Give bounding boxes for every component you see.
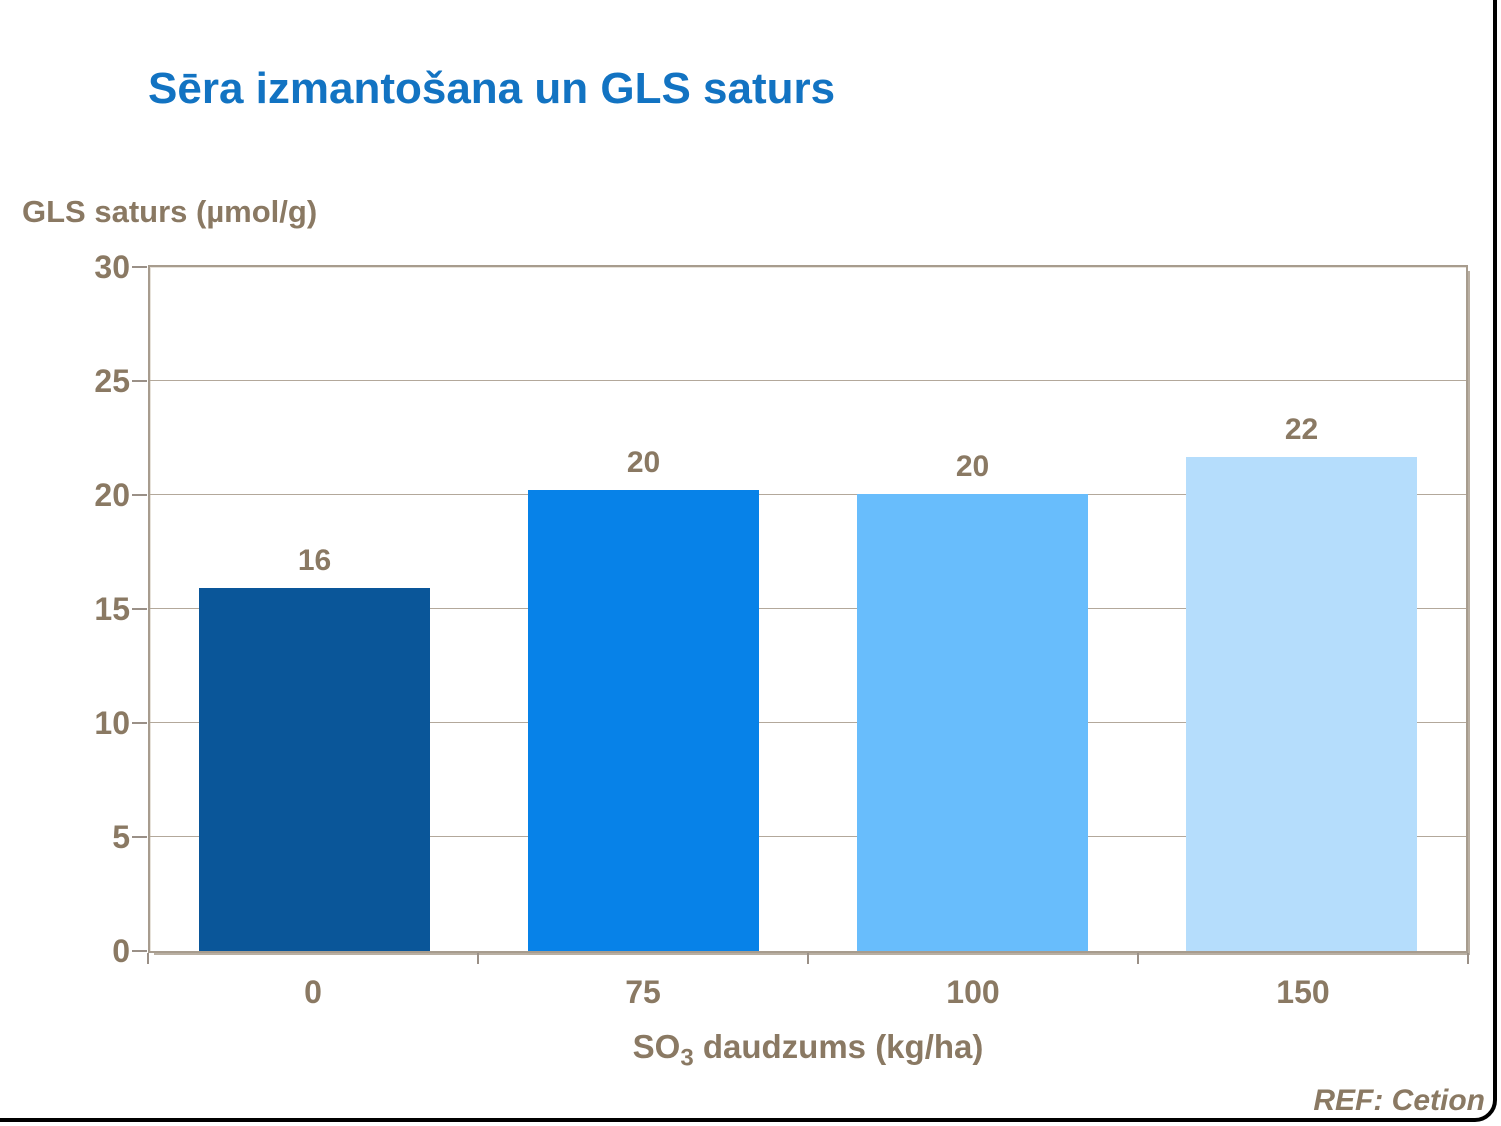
x-tick-mark: [807, 953, 809, 964]
gridline: [150, 836, 1466, 837]
y-tick-mark: [132, 494, 147, 496]
chart-title: Sēra izmantošana un GLS saturs: [148, 64, 836, 113]
y-tick-mark: [132, 950, 147, 952]
x-tick-mark: [1137, 953, 1139, 964]
y-tick-label: 10: [94, 705, 130, 741]
gridline: [150, 608, 1466, 609]
x-tick-label: 0: [304, 974, 322, 1010]
bar-value-label: 20: [626, 446, 661, 480]
ref-label: REF: Cetion: [1313, 1084, 1485, 1117]
bar-slot: 22: [1137, 415, 1466, 951]
x-axis-title-prefix: SO: [632, 1028, 681, 1065]
y-tick-label: 30: [94, 249, 130, 285]
bar-slot: 16: [150, 546, 479, 951]
x-tick-mark: [147, 953, 149, 964]
bar: [1186, 457, 1417, 951]
y-tick-label: 0: [112, 933, 130, 969]
y-tick-label: 20: [94, 477, 130, 513]
plot-area: 16 20 20 22: [148, 265, 1468, 953]
bar: [857, 493, 1088, 951]
y-tick-label: 5: [112, 819, 130, 855]
x-tick-label: 75: [625, 974, 661, 1010]
y-tick-mark: [132, 380, 147, 382]
gridline: [150, 380, 1466, 381]
y-tick-mark: [132, 608, 147, 610]
x-tick-mark: [477, 953, 479, 964]
bar-value-label: 16: [297, 544, 332, 578]
x-tick-mark: [1467, 953, 1469, 964]
bar: [199, 588, 430, 951]
bar-slot: 20: [479, 448, 808, 951]
y-axis-title: GLS saturs (µmol/g): [22, 194, 318, 229]
bar-value-label: 20: [955, 449, 990, 483]
y-tick-mark: [132, 266, 147, 268]
gridline: [150, 722, 1466, 723]
bar: [528, 490, 759, 951]
y-tick-label: 15: [94, 591, 130, 627]
gridline: [150, 494, 1466, 495]
x-tick-label: 150: [1276, 974, 1330, 1010]
x-tick-label: 100: [946, 974, 1000, 1010]
y-tick-mark: [132, 722, 147, 724]
y-tick-mark: [132, 836, 147, 838]
bar-slot: 20: [808, 449, 1137, 951]
bars-row: 16 20 20 22: [150, 267, 1466, 951]
x-axis-title-subscript: 3: [680, 1044, 694, 1072]
y-tick-label: 25: [94, 363, 130, 399]
x-axis-title: SO3 daudzums (kg/ha): [148, 1028, 1468, 1073]
x-axis-title-suffix: daudzums (kg/ha): [693, 1028, 984, 1065]
bar-value-label: 22: [1284, 413, 1319, 447]
